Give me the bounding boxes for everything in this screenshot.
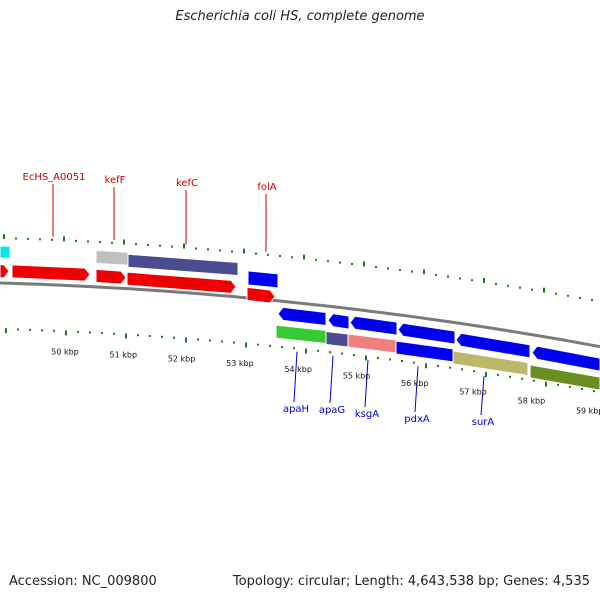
gene-arrow	[0, 263, 10, 279]
gene-arrow	[325, 330, 349, 348]
gene-arrow	[11, 264, 91, 282]
gene-arrow	[327, 313, 350, 330]
backbone-line	[0, 281, 600, 349]
topology-summary: Topology: circular; Length: 4,643,538 bp…	[232, 574, 590, 589]
gene-arrow	[529, 364, 600, 391]
gene-label: apaH	[283, 404, 309, 415]
gene-label: folA	[257, 182, 276, 193]
gene-label: apaG	[319, 405, 345, 416]
label-leader	[329, 355, 334, 404]
scale-label: 51 kbp	[110, 350, 138, 359]
gene-arrow	[95, 249, 129, 266]
gene-arrow	[395, 340, 454, 363]
scale-label: 52 kbp	[168, 354, 196, 363]
scale-labels: 50 kbp 51 kbp 52 kbp 53 kbp 54 kbp 55 kbp 56 k…	[51, 347, 600, 415]
scale-label: 57 kbp	[459, 387, 487, 396]
scale-label: 55 kbp	[343, 372, 371, 381]
gene-label: pdxA	[404, 414, 430, 425]
scale-label: 50 kbp	[51, 347, 79, 356]
gene-arrow	[126, 271, 237, 294]
gene-label: surA	[472, 417, 495, 428]
scale-label: 56 kbp	[401, 379, 429, 388]
gene-labels: EcHS_A0051 kefF kefC folA apaH apaG ksgA pdxA su…	[23, 172, 495, 428]
label-leader	[480, 375, 485, 416]
gene-arrow	[347, 333, 397, 354]
gene-arrow	[349, 315, 398, 336]
accession-text: Accession: NC_009800	[9, 574, 157, 589]
scale-label: 54 kbp	[284, 365, 312, 374]
gene-label: EcHS_A0051	[23, 172, 86, 183]
label-leader	[414, 366, 419, 413]
gene-arrow	[127, 253, 239, 277]
gene-arrow	[246, 286, 276, 304]
gene-features	[0, 245, 600, 391]
gene-arrow	[452, 350, 529, 377]
gene-arrow	[455, 332, 531, 359]
gene-arrow	[397, 322, 456, 345]
gene-arrow	[247, 270, 279, 289]
scale-ticks	[3, 234, 595, 393]
gene-label: ksgA	[355, 409, 379, 420]
scale-label: 58 kbp	[518, 397, 546, 406]
scale-label: 59 kbp	[576, 407, 600, 416]
gene-arrow	[0, 245, 11, 259]
genome-backbone	[0, 281, 600, 349]
label-leader	[293, 351, 298, 403]
gene-label: kefF	[105, 175, 126, 186]
map-title: Escherichia coli HS, complete genome	[175, 9, 425, 24]
scale-label: 53 kbp	[226, 359, 254, 368]
label-leader	[364, 359, 369, 408]
gene-label: kefC	[176, 178, 198, 189]
gene-arrow	[531, 345, 600, 372]
gene-arrow	[277, 306, 327, 327]
gene-arrow	[95, 268, 127, 285]
gene-arrow	[275, 324, 327, 344]
